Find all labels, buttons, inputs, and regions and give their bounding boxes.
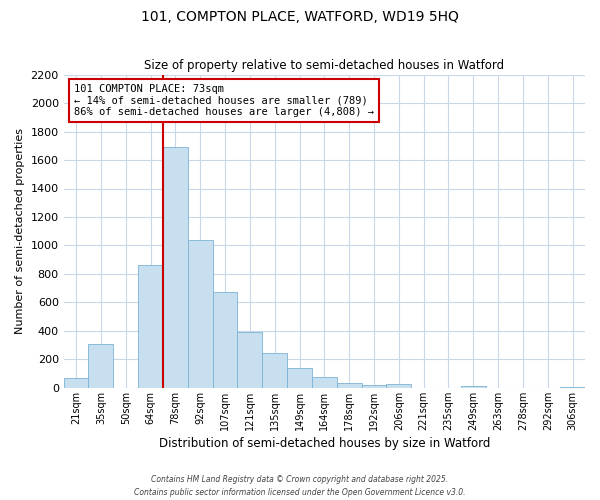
Bar: [238, 332, 262, 388]
Bar: [312, 376, 337, 388]
Bar: [560, 387, 585, 388]
Bar: [88, 344, 113, 388]
Bar: [188, 240, 212, 388]
Bar: [461, 386, 485, 388]
Text: Contains HM Land Registry data © Crown copyright and database right 2025.
Contai: Contains HM Land Registry data © Crown c…: [134, 476, 466, 497]
Bar: [262, 353, 287, 388]
Bar: [163, 147, 188, 388]
Text: 101 COMPTON PLACE: 73sqm
← 14% of semi-detached houses are smaller (789)
86% of : 101 COMPTON PLACE: 73sqm ← 14% of semi-d…: [74, 84, 374, 117]
Bar: [287, 368, 312, 388]
Text: 101, COMPTON PLACE, WATFORD, WD19 5HQ: 101, COMPTON PLACE, WATFORD, WD19 5HQ: [141, 10, 459, 24]
Y-axis label: Number of semi-detached properties: Number of semi-detached properties: [15, 128, 25, 334]
Bar: [362, 385, 386, 388]
Bar: [337, 383, 362, 388]
Bar: [386, 384, 411, 388]
Bar: [212, 292, 238, 388]
X-axis label: Distribution of semi-detached houses by size in Watford: Distribution of semi-detached houses by …: [158, 437, 490, 450]
Bar: [64, 378, 88, 388]
Title: Size of property relative to semi-detached houses in Watford: Size of property relative to semi-detach…: [144, 59, 505, 72]
Bar: [138, 266, 163, 388]
